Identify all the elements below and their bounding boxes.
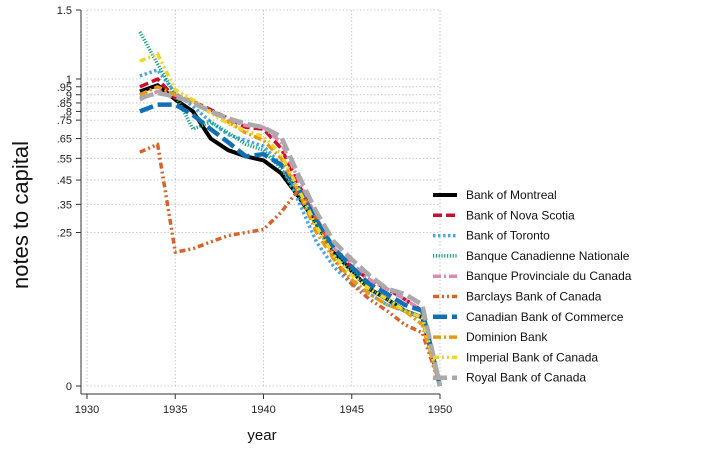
y-tick-label: .65 xyxy=(57,133,72,145)
legend-label: Royal Bank of Canada xyxy=(466,371,586,385)
y-tick-label: .45 xyxy=(57,175,72,187)
axes xyxy=(80,10,440,395)
x-tick-label: 1945 xyxy=(340,404,364,416)
legend: Bank of Montreal Bank of Nova Scotia Bank … xyxy=(433,188,632,385)
legend-label: Bank of Montreal xyxy=(466,188,557,202)
series-line xyxy=(139,83,442,387)
series-line xyxy=(139,77,442,387)
y-tick-label: 1.5 xyxy=(57,5,72,17)
legend-label: Imperial Bank of Canada xyxy=(466,350,598,364)
y-tick-label: .9 xyxy=(63,90,72,102)
series-line xyxy=(139,89,442,387)
legend-label: Banque Provinciale du Canada xyxy=(466,269,632,283)
series-line xyxy=(139,102,443,387)
y-tick-label: 0 xyxy=(66,381,72,393)
x-tick-label: 1950 xyxy=(428,404,452,416)
series-line xyxy=(138,31,442,387)
series-line xyxy=(139,52,442,387)
tick-labels: 1930 1935 1940 1945 1950 0 .25 .35 .45 .55 .65 .75.… xyxy=(57,5,453,416)
series-line xyxy=(139,68,442,387)
y-tick-label: 1 xyxy=(66,74,72,86)
y-tick-label: .55 xyxy=(57,153,72,165)
x-axis-title: year xyxy=(247,427,276,444)
legend-label: Banque Canadienne Nationale xyxy=(466,249,630,263)
legend-label: Barclays Bank of Canada xyxy=(466,290,602,304)
series-line xyxy=(139,142,442,387)
x-tick-label: 1935 xyxy=(163,404,187,416)
legend-label: Bank of Toronto xyxy=(466,229,550,243)
legend-label: Bank of Nova Scotia xyxy=(466,208,575,222)
y-tick-label: .95 xyxy=(57,82,72,94)
y-tick-label: .85 xyxy=(57,98,72,110)
series-line xyxy=(139,90,443,387)
y-tick-label: .35 xyxy=(57,199,72,211)
y-tick-label: .75 xyxy=(57,115,72,127)
y-axis-title: notes to capital xyxy=(8,141,33,289)
legend-label: Canadian Bank of Commerce xyxy=(466,310,624,324)
grid-lines xyxy=(86,9,441,387)
series-line xyxy=(139,85,442,387)
series-lines xyxy=(138,31,443,387)
x-tick-label: 1930 xyxy=(75,404,99,416)
y-tick-label: .8 xyxy=(63,106,72,118)
y-tick-label: .25 xyxy=(57,227,72,239)
legend-label: Dominion Bank xyxy=(466,330,548,344)
x-tick-label: 1940 xyxy=(251,404,275,416)
